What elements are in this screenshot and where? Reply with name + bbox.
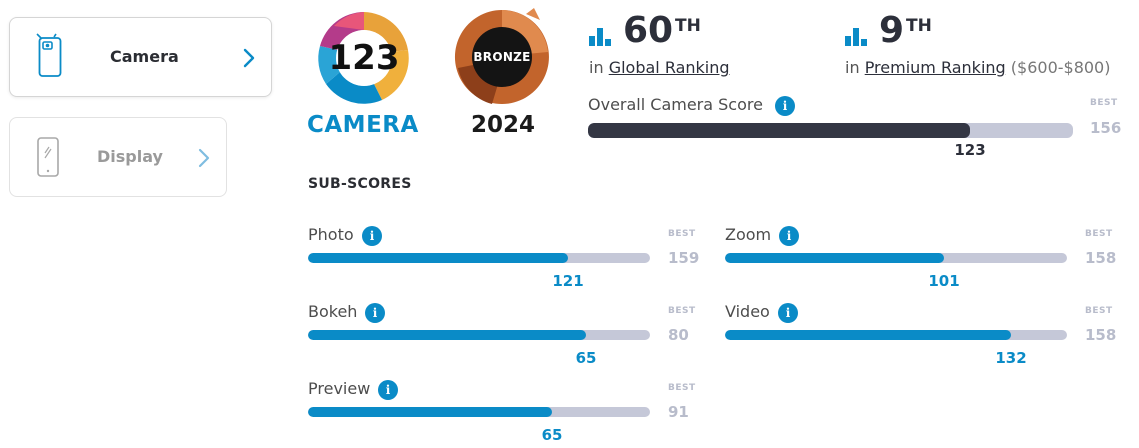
chevron-right-icon [197,147,211,173]
subscore-value: 132 [995,349,1027,367]
best-tag: BEST [668,306,696,316]
bronze-medal-badge: BRONZE [452,6,552,110]
phone-camera-icon [36,33,64,85]
camera-score-badge: 123 [312,6,416,110]
overall-best-value: 156 [1090,119,1122,137]
subscore-bar-fill [725,330,1011,340]
subscore-bar-fill [308,253,568,263]
premium-rank-value: 9 [879,10,905,51]
chevron-right-icon [242,47,256,73]
medal-year: 2024 [471,112,536,138]
phone-display-icon [36,136,60,184]
global-ranking-caption: in Global Ranking [589,58,730,77]
best-tag: BEST [668,383,696,393]
subscore-value: 65 [575,349,597,367]
sidebar-item-camera[interactable]: Camera [9,17,272,97]
info-icon[interactable]: i [365,303,385,323]
best-tag: BEST [1085,306,1113,316]
camera-label: CAMERA [307,112,419,138]
premium-ranking-caption: in Premium Ranking ($600-$800) [845,58,1110,77]
subscore-label: Photo [308,225,354,244]
subscore-best-value: 159 [668,249,700,267]
info-icon[interactable]: i [378,380,398,400]
subscore-label: Bokeh [308,302,358,321]
sidebar-item-label: Display [97,147,163,166]
subscore-bar-fill [308,407,552,417]
info-icon[interactable]: i [778,303,798,323]
subscore-label: Zoom [725,225,772,244]
overall-score-bar [588,123,1073,138]
subscore-value: 65 [541,426,563,444]
info-icon[interactable]: i [779,226,799,246]
subscore-best-value: 91 [668,403,689,421]
subscore-best-value: 158 [1085,249,1117,267]
subscore-bar [725,330,1067,340]
premium-ranking-link[interactable]: Premium Ranking [864,58,1006,77]
overall-score-label: Overall Camera Score [588,95,763,114]
camera-score-value: 123 [328,38,400,78]
subscore-bar [725,253,1067,263]
overall-score-bar-fill [588,123,970,138]
subscore-value: 101 [928,272,960,290]
subscore-bar [308,330,650,340]
global-ranking-prefix: in [589,58,604,77]
subscore-label: Video [725,302,770,321]
premium-price-range: ($600-$800) [1010,58,1111,77]
premium-rank-suffix: TH [906,16,932,36]
sidebar-item-display[interactable]: Display [9,117,227,197]
subscore-best-value: 158 [1085,326,1117,344]
subscore-bar-fill [308,330,586,340]
global-rank-suffix: TH [675,16,701,36]
sidebar-item-label: Camera [110,47,179,66]
overall-score-value: 123 [954,141,986,159]
subscore-value: 121 [552,272,584,290]
subscores-title: SUB-SCORES [308,176,412,192]
best-tag: BEST [1090,98,1118,108]
info-icon[interactable]: i [362,226,382,246]
info-icon[interactable]: i [775,96,795,116]
subscore-label: Preview [308,379,371,398]
subscore-bar [308,407,650,417]
subscore-bar-fill [725,253,944,263]
medal-label: BRONZE [473,50,531,64]
global-rank-value: 60 [623,10,674,51]
subscore-best-value: 80 [668,326,689,344]
best-tag: BEST [1085,229,1113,239]
best-tag: BEST [668,229,696,239]
subscore-bar [308,253,650,263]
bar-chart-icon [845,28,869,50]
bar-chart-icon [589,28,613,50]
premium-ranking-prefix: in [845,58,860,77]
global-ranking-link[interactable]: Global Ranking [608,58,730,77]
